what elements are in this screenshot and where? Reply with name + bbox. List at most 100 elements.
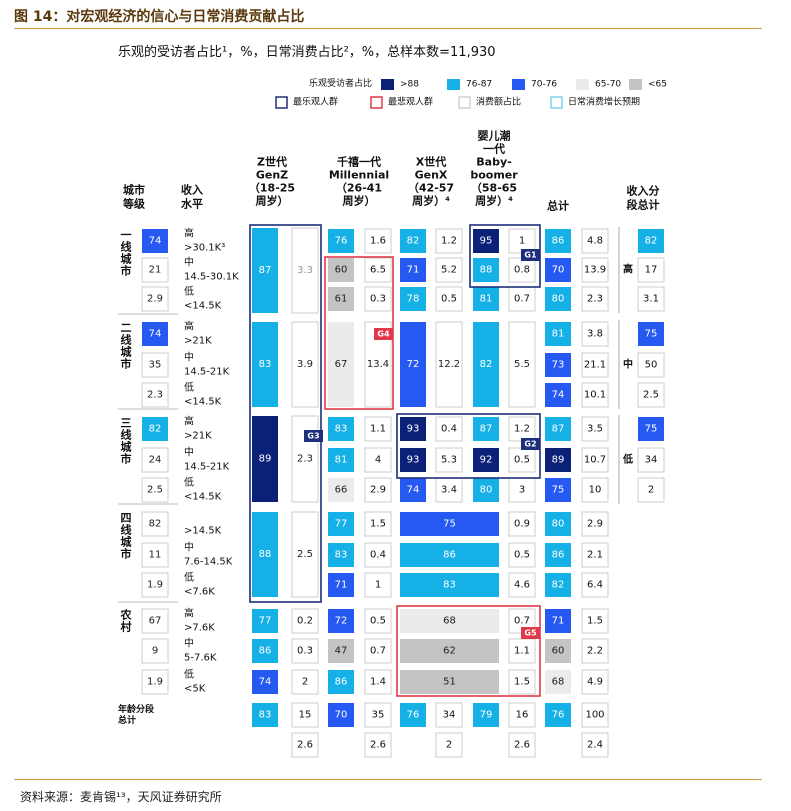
opt-value: 88: [480, 265, 493, 276]
opt-value: 71: [552, 616, 565, 627]
chart-title: 乐观的受访者占比¹，%，日常消费占比²，%，总样本数=11,930: [118, 45, 496, 60]
opt-merged-cell: [252, 512, 278, 597]
opt-value: 66: [335, 485, 348, 496]
header-income-total: 段总计: [627, 198, 660, 212]
group-tag: [521, 627, 540, 639]
opt-value: 75: [552, 485, 565, 496]
share-merged-cell: [291, 321, 319, 408]
respondent-share-value: 67: [149, 616, 162, 627]
header-generation: （58-65: [471, 182, 517, 195]
opt-value: 74: [407, 485, 420, 496]
share-cell: [364, 542, 392, 568]
share-merged-cell: [291, 227, 319, 314]
opt-value: 71: [407, 265, 420, 276]
respondent-share-cell: [142, 229, 168, 253]
share-cell: [435, 257, 463, 283]
legend-box: [275, 96, 288, 109]
share-value: 0.7: [514, 616, 530, 627]
opt-value: 71: [335, 580, 348, 591]
opt-value: 68: [552, 677, 565, 688]
share-cell: [435, 416, 463, 442]
income-level-label: 低: [184, 381, 194, 394]
respondent-share-value: 1.9: [147, 580, 163, 591]
share-value: 1.1: [370, 424, 386, 435]
age-total-label: 总计: [118, 714, 136, 726]
header-generation: 婴儿潮: [478, 129, 511, 143]
legend-box-label: 日常消费增长预期: [568, 96, 640, 108]
income-level-label: 中: [184, 446, 194, 459]
opt-value: 76: [552, 710, 565, 721]
share-merged-cell: [508, 321, 536, 408]
opt-value: 80: [480, 485, 493, 496]
title-divider: [14, 28, 762, 29]
opt-cell: [545, 417, 571, 441]
share-value: 34: [645, 455, 658, 466]
legend-box-label: 最乐观人群: [293, 96, 338, 108]
share-value: 4.8: [587, 236, 603, 247]
age-total-label: 年龄分段: [118, 703, 155, 715]
opt-cell: [400, 258, 426, 282]
opt-value: 68: [443, 616, 456, 627]
growth-value: 2.4: [587, 740, 603, 751]
legend-box: [550, 96, 563, 109]
share-cell: [508, 702, 536, 728]
share-value: 6.5: [370, 265, 386, 276]
city-level-label: 城: [121, 252, 132, 266]
share-value: 12.2: [438, 359, 460, 370]
opt-value: 81: [335, 455, 348, 466]
share-value: 1: [519, 236, 525, 247]
respondent-share-value: 2.3: [147, 390, 163, 401]
respondent-share-cell: [142, 417, 168, 441]
income-level-label: 低: [184, 668, 194, 681]
opt-value: 77: [259, 616, 272, 627]
opt-value: 61: [335, 294, 348, 305]
pessimist-box: [396, 605, 541, 697]
opt-value: 95: [480, 236, 493, 247]
share-cell: [581, 638, 609, 664]
respondent-share-cell: [141, 638, 169, 664]
opt-cell: [473, 478, 499, 502]
opt-value: 70: [552, 265, 565, 276]
income-range-label: <14.5K: [184, 397, 222, 408]
share-value: 15: [299, 710, 312, 721]
share-value: 1.1: [514, 646, 530, 657]
opt-value: 75: [645, 424, 658, 435]
city-level-label: 城: [121, 535, 132, 549]
group-tag-label: G5: [524, 629, 537, 638]
share-cell: [508, 572, 536, 598]
share-cell: [364, 228, 392, 254]
opt-value: 93: [407, 455, 420, 466]
share-cell: [364, 286, 392, 312]
share-value: 3.3: [297, 265, 313, 276]
income-level-label: 低: [184, 571, 194, 584]
share-cell: [435, 702, 463, 728]
share-cell: [581, 702, 609, 728]
share-value: 35: [372, 710, 385, 721]
opt-cell: [400, 448, 426, 472]
city-level-label: 城: [121, 345, 132, 359]
opt-cell: [252, 670, 278, 694]
opt-value: 83: [259, 359, 272, 370]
opt-merged-cell: [473, 322, 499, 407]
opt-cell: [545, 258, 571, 282]
respondent-share-cell: [141, 447, 169, 473]
city-level-label: 市: [121, 547, 132, 561]
group-tag: [521, 438, 540, 450]
opt-value: 47: [335, 646, 348, 657]
share-value: 0.8: [514, 265, 530, 276]
share-value: 0.3: [297, 646, 313, 657]
share-value: 3: [519, 485, 525, 496]
share-value: 5.5: [514, 359, 530, 370]
city-level-label: 线: [121, 333, 132, 347]
opt-value: 82: [552, 580, 565, 591]
income-range-label: 7.6-14.5K: [184, 557, 233, 568]
opt-value: 73: [552, 360, 565, 371]
share-value: 13.4: [367, 359, 389, 370]
group-tag: [304, 430, 323, 442]
legend-label: <65: [648, 80, 667, 90]
legend-box-label: 最悲观人群: [388, 96, 433, 108]
respondent-share-value: 24: [149, 455, 162, 466]
share-cell: [581, 286, 609, 312]
opt-cell: [328, 478, 354, 502]
